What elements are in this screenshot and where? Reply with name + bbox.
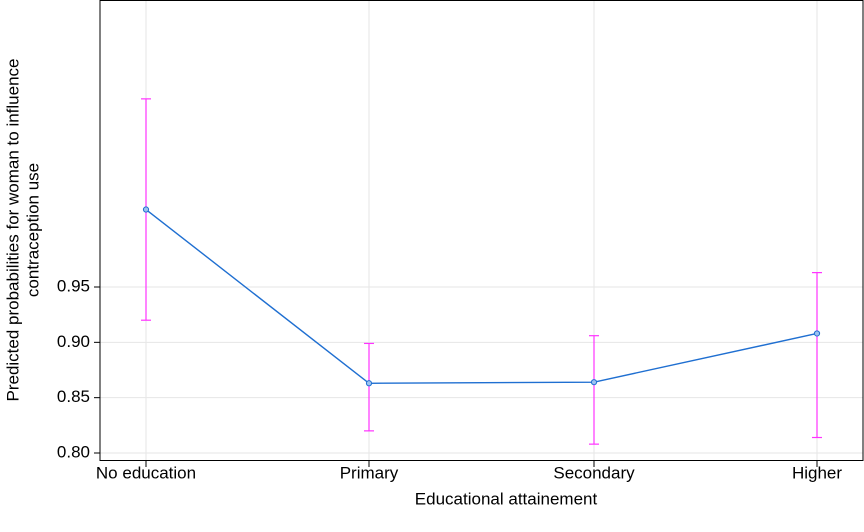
confidence-intervals xyxy=(141,98,822,445)
y-tick-label: 0.85 xyxy=(57,387,90,406)
data-point xyxy=(142,206,150,213)
data-point xyxy=(813,330,821,337)
y-axis: 0.80 0.85 0.90 0.95 xyxy=(57,276,100,461)
data-point xyxy=(590,379,598,386)
x-axis-title: Educational attainement xyxy=(415,489,598,508)
x-tick-label: No education xyxy=(96,463,196,482)
y-axis-title-line-2: contraception use xyxy=(23,163,42,297)
y-tick-label: 0.95 xyxy=(57,276,90,295)
series xyxy=(142,206,821,387)
data-point xyxy=(365,380,373,387)
y-axis-title: Predicted probabilities for woman to inf… xyxy=(3,58,42,401)
x-tick-label: Primary xyxy=(340,463,399,482)
x-tick-label: Secondary xyxy=(553,463,635,482)
x-tick-label: Higher xyxy=(792,463,842,482)
x-axis: No education Primary Secondary Higher xyxy=(96,461,842,482)
y-axis-title-line-1: Predicted probabilities for woman to inf… xyxy=(3,58,22,401)
grid-lines xyxy=(100,0,863,461)
y-tick-label: 0.80 xyxy=(57,442,90,461)
series-line xyxy=(145,208,818,384)
plot-frame xyxy=(99,0,864,461)
y-tick-label: 0.90 xyxy=(57,332,90,351)
